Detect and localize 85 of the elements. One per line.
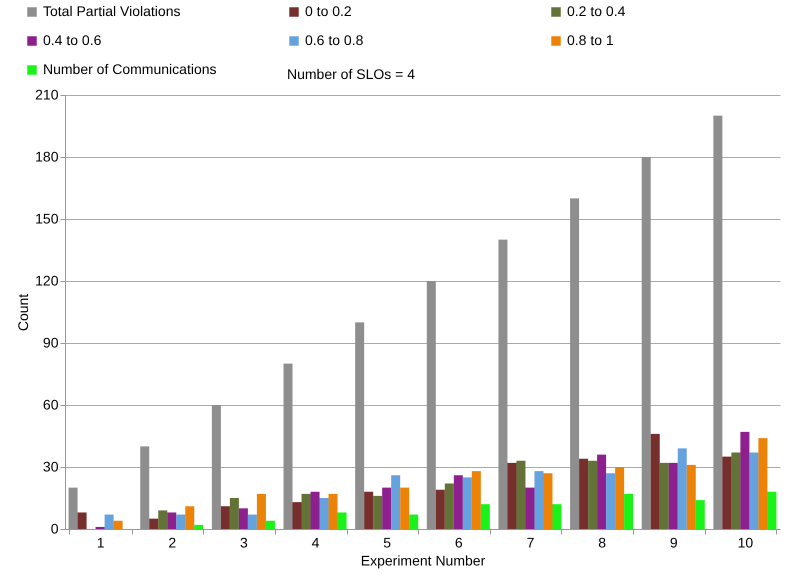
bar	[650, 434, 660, 529]
bar	[158, 510, 168, 529]
bar	[400, 488, 410, 529]
bar	[194, 524, 204, 529]
bar	[391, 475, 400, 529]
bar	[409, 514, 418, 529]
bar	[606, 473, 616, 529]
bar	[579, 458, 588, 529]
legend-label: 0.2 to 0.4	[567, 3, 626, 19]
x-tick-label: 3	[240, 534, 248, 550]
x-tick-label: 5	[383, 534, 392, 550]
bar	[516, 460, 526, 529]
bar	[525, 488, 534, 529]
bar	[668, 462, 678, 529]
bar	[588, 460, 598, 529]
x-axis-title: Experiment Number	[360, 552, 486, 568]
bar	[731, 452, 740, 529]
bar	[382, 488, 392, 529]
x-tick-label: 2	[168, 534, 176, 550]
bar	[444, 484, 454, 529]
bar	[220, 506, 230, 529]
bar	[114, 520, 123, 529]
bar	[338, 512, 347, 529]
bar	[480, 504, 490, 529]
bar	[696, 500, 705, 529]
y-tick-label: 150	[35, 210, 59, 226]
bar	[320, 498, 329, 529]
bar	[248, 514, 257, 529]
x-tick-label: 10	[738, 534, 754, 550]
bar	[104, 514, 114, 529]
bar	[328, 494, 338, 529]
legend-label: 0.8 to 1	[567, 32, 614, 48]
bar	[176, 514, 186, 529]
x-tick-label: 4	[312, 534, 320, 550]
bar	[749, 452, 758, 529]
bar	[507, 462, 516, 529]
y-tick-label: 210	[35, 86, 59, 102]
bar	[767, 492, 776, 529]
y-tick-label: 120	[35, 272, 59, 288]
bar	[597, 454, 606, 529]
x-tick-label: 8	[598, 534, 606, 550]
bar	[149, 518, 158, 529]
y-tick-label: 60	[42, 396, 59, 412]
legend-label: 0.6 to 0.8	[305, 32, 364, 48]
bar	[167, 512, 176, 529]
legend-label: Total Partial Violations	[43, 3, 180, 19]
y-tick-label: 90	[42, 334, 59, 350]
bar	[292, 502, 302, 529]
bar	[373, 496, 382, 529]
x-tick-label: 7	[526, 534, 535, 550]
bar	[302, 494, 311, 529]
bar	[543, 473, 552, 529]
x-tick-label: 6	[454, 534, 463, 550]
x-tick-label: 9	[670, 534, 678, 550]
y-tick-label: 0	[50, 520, 59, 536]
legend-label: 0 to 0.2	[305, 3, 352, 19]
y-tick-label: 180	[35, 148, 59, 164]
bar	[552, 504, 562, 529]
bar	[256, 494, 266, 529]
legend-label: Number of Communications	[43, 61, 217, 77]
bar	[660, 462, 669, 529]
bar	[185, 506, 194, 529]
bar	[266, 520, 275, 529]
y-axis-title: Count	[15, 294, 32, 332]
y-tick-label: 30	[42, 458, 59, 474]
bar	[678, 448, 687, 529]
bar	[472, 471, 481, 529]
bar	[230, 498, 239, 529]
text: Number of SLOs = 4	[287, 66, 416, 82]
bar	[615, 467, 624, 529]
x-tick-label: 1	[96, 534, 105, 550]
bar	[436, 490, 445, 529]
bar	[534, 471, 544, 529]
bar	[462, 477, 472, 529]
bar	[740, 432, 750, 529]
bar	[722, 456, 732, 529]
bar	[624, 494, 634, 529]
bar	[238, 508, 248, 529]
bar	[686, 464, 696, 529]
bar	[310, 492, 320, 529]
bar	[758, 438, 768, 529]
bar	[364, 492, 374, 529]
legend-label: 0.4 to 0.6	[43, 32, 102, 48]
bar	[454, 475, 463, 529]
bar	[78, 512, 87, 529]
